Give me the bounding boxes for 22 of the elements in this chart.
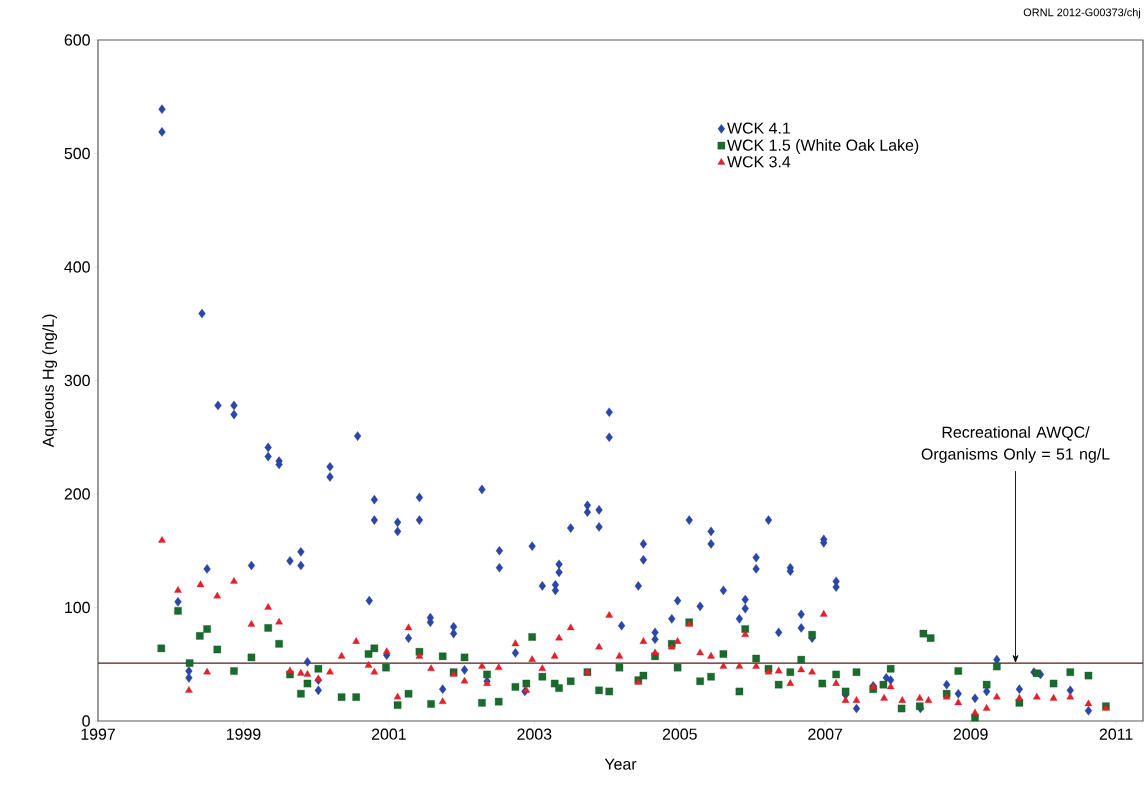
text: ORNL 2012-G00373/chj	[1023, 8, 1141, 19]
legend-label: WCK 1.5 (White Oak Lake)	[727, 139, 919, 154]
x-tick-label: 1999	[226, 728, 261, 740]
y-tick-label: 200	[64, 488, 90, 500]
x-tick-label: 2009	[953, 728, 988, 740]
ref-line-label: Recreational AWQC/ Organisms Only = 51 ng/L	[921, 426, 1110, 463]
y-axis-title: Aqueous Hg (ng/L)	[42, 314, 58, 448]
legend-label: WCK 4.1	[727, 122, 790, 134]
x-tick-label: 2007	[808, 728, 843, 740]
x-tick-label: 2011	[1099, 728, 1133, 740]
x-tick-label: 2005	[662, 728, 697, 740]
y-tick-label: 100	[65, 601, 90, 614]
x-tick-label: 2001	[371, 728, 406, 740]
legend-label: WCK 3.4	[727, 156, 791, 168]
x-tick-label: 2003	[517, 728, 552, 740]
y-tick-label: 400	[64, 261, 90, 273]
y-tick-label: 600	[64, 34, 90, 46]
y-tick-label: 500	[64, 147, 90, 160]
x-tick-label: 1997	[81, 728, 115, 740]
y-tick-label: 0	[82, 715, 90, 727]
y-tick-label: 300	[64, 374, 90, 387]
x-axis-title: Year	[604, 758, 637, 770]
